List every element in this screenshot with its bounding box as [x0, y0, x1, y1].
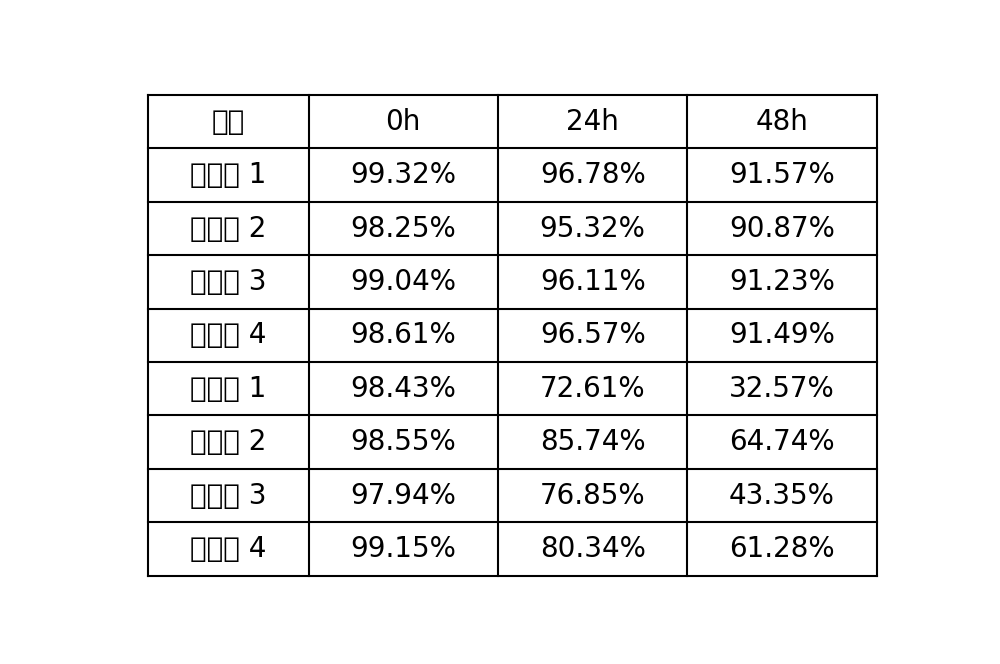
Text: 96.57%: 96.57% [540, 321, 646, 349]
Text: 样品: 样品 [212, 108, 245, 135]
Text: 24h: 24h [566, 108, 619, 135]
Text: 90.87%: 90.87% [729, 214, 835, 242]
Text: 98.55%: 98.55% [350, 428, 456, 456]
Text: 80.34%: 80.34% [540, 535, 646, 563]
Text: 64.74%: 64.74% [729, 428, 835, 456]
Text: 72.61%: 72.61% [540, 374, 645, 403]
Text: 98.43%: 98.43% [350, 374, 456, 403]
Text: 97.94%: 97.94% [350, 481, 456, 509]
Text: 61.28%: 61.28% [729, 535, 835, 563]
Text: 99.15%: 99.15% [350, 535, 456, 563]
Text: 实施例 3: 实施例 3 [190, 268, 267, 296]
Text: 对比例 2: 对比例 2 [190, 428, 267, 456]
Text: 对比例 3: 对比例 3 [190, 481, 267, 509]
Text: 48h: 48h [756, 108, 808, 135]
Text: 99.04%: 99.04% [350, 268, 456, 296]
Text: 91.49%: 91.49% [729, 321, 835, 349]
Text: 对比例 4: 对比例 4 [190, 535, 267, 563]
Text: 91.57%: 91.57% [729, 161, 835, 189]
Text: 91.23%: 91.23% [729, 268, 835, 296]
Text: 32.57%: 32.57% [729, 374, 835, 403]
Text: 对比例 1: 对比例 1 [190, 374, 267, 403]
Text: 85.74%: 85.74% [540, 428, 645, 456]
Text: 96.11%: 96.11% [540, 268, 646, 296]
Text: 0h: 0h [386, 108, 421, 135]
Text: 95.32%: 95.32% [540, 214, 646, 242]
Text: 99.32%: 99.32% [350, 161, 456, 189]
Text: 实施例 1: 实施例 1 [190, 161, 267, 189]
Text: 96.78%: 96.78% [540, 161, 646, 189]
Text: 实施例 2: 实施例 2 [190, 214, 267, 242]
Text: 43.35%: 43.35% [729, 481, 835, 509]
Text: 实施例 4: 实施例 4 [190, 321, 267, 349]
Text: 98.61%: 98.61% [350, 321, 456, 349]
Text: 98.25%: 98.25% [350, 214, 456, 242]
Text: 76.85%: 76.85% [540, 481, 645, 509]
